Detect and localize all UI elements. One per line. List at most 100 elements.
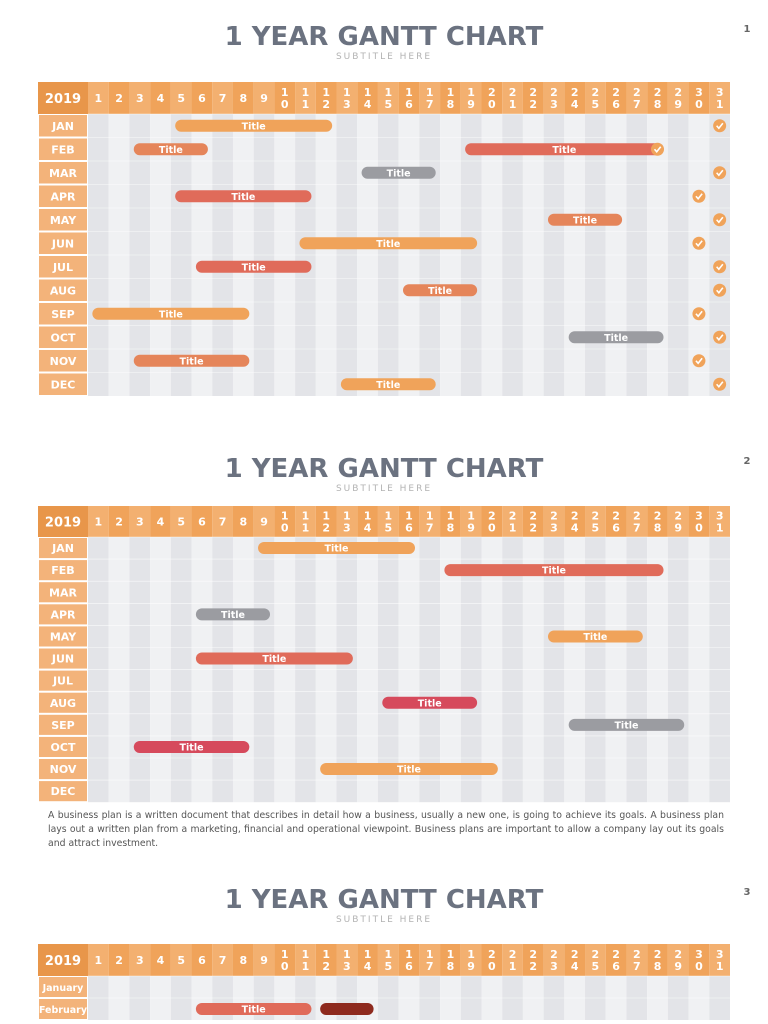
task-bar <box>568 331 664 344</box>
day-cell <box>336 82 358 114</box>
task-bar <box>403 284 478 297</box>
day-cell <box>502 944 523 976</box>
day-label: 7 <box>219 92 227 105</box>
month-cell <box>39 138 87 160</box>
task-bar <box>299 237 478 250</box>
page-number: 1 <box>744 24 751 35</box>
day-label: 3 <box>136 516 144 529</box>
day-cell <box>295 506 316 537</box>
slide-subtitle: SUBTITLE HERE <box>336 915 432 925</box>
day-label: 5 <box>177 954 185 967</box>
month-label: APR <box>50 608 76 621</box>
day-cell <box>274 82 296 114</box>
day-label: 8 <box>239 954 247 967</box>
day-cell <box>709 944 730 976</box>
task-bar <box>133 740 250 753</box>
day-cell <box>626 82 648 114</box>
day-label: 8 <box>239 516 247 529</box>
day-cell <box>398 506 420 537</box>
slide-title: 1 YEAR GANTT CHART <box>225 885 544 915</box>
task-bar <box>340 378 436 391</box>
day-cell <box>522 944 544 976</box>
day-cell <box>191 506 213 537</box>
day-cell <box>626 944 648 976</box>
description: A business plan is a written document th… <box>48 810 724 849</box>
month-cell <box>39 648 87 669</box>
month-label: MAY <box>50 214 77 227</box>
day-cell <box>585 944 606 976</box>
month-label: JUN <box>51 237 74 250</box>
day-cell <box>212 506 233 537</box>
task-label: Title <box>180 742 204 753</box>
month-end-check <box>713 283 727 297</box>
day-label: 2 <box>115 92 123 105</box>
day-cell <box>419 506 441 537</box>
day-cell <box>688 944 710 976</box>
day-cell <box>274 944 296 976</box>
task-bar <box>258 542 415 555</box>
month-label: OCT <box>51 331 76 344</box>
day-cell <box>315 944 337 976</box>
day-label: 9 <box>260 92 268 105</box>
year: 2019 <box>45 92 81 107</box>
month-label: NOV <box>50 355 77 368</box>
month-end-check <box>713 260 727 274</box>
month-cell <box>39 999 87 1019</box>
day-cell <box>88 944 109 976</box>
page-number: 2 <box>744 456 751 467</box>
day-cell <box>543 506 565 537</box>
day-cell <box>398 82 420 114</box>
day-cell <box>150 506 171 537</box>
month-cell <box>39 256 87 278</box>
month-label: MAR <box>49 586 77 599</box>
year-cell <box>38 944 88 976</box>
year-cell <box>38 82 88 114</box>
month-cell <box>39 232 87 254</box>
task-bar <box>444 564 664 577</box>
task-label: Title <box>542 566 566 577</box>
day-cell <box>129 944 151 976</box>
day-cell <box>522 82 544 114</box>
day-cell <box>647 944 668 976</box>
day-cell <box>522 506 544 537</box>
month-cell <box>39 714 87 735</box>
day-cell <box>170 82 192 114</box>
day-cell <box>150 944 171 976</box>
day-label: 7 <box>219 954 227 967</box>
day-cell <box>543 82 565 114</box>
task-label: Title <box>387 168 411 179</box>
month-label: JAN <box>51 542 74 555</box>
task-label: Title <box>604 333 628 344</box>
month-cell <box>39 626 87 647</box>
day-cell <box>709 506 730 537</box>
day-label: 6 <box>198 954 206 967</box>
day-label: 5 <box>177 92 185 105</box>
month-cell <box>39 582 87 603</box>
task-bar <box>195 1003 312 1015</box>
day-label: 6 <box>198 92 206 105</box>
day-cell <box>481 944 503 976</box>
